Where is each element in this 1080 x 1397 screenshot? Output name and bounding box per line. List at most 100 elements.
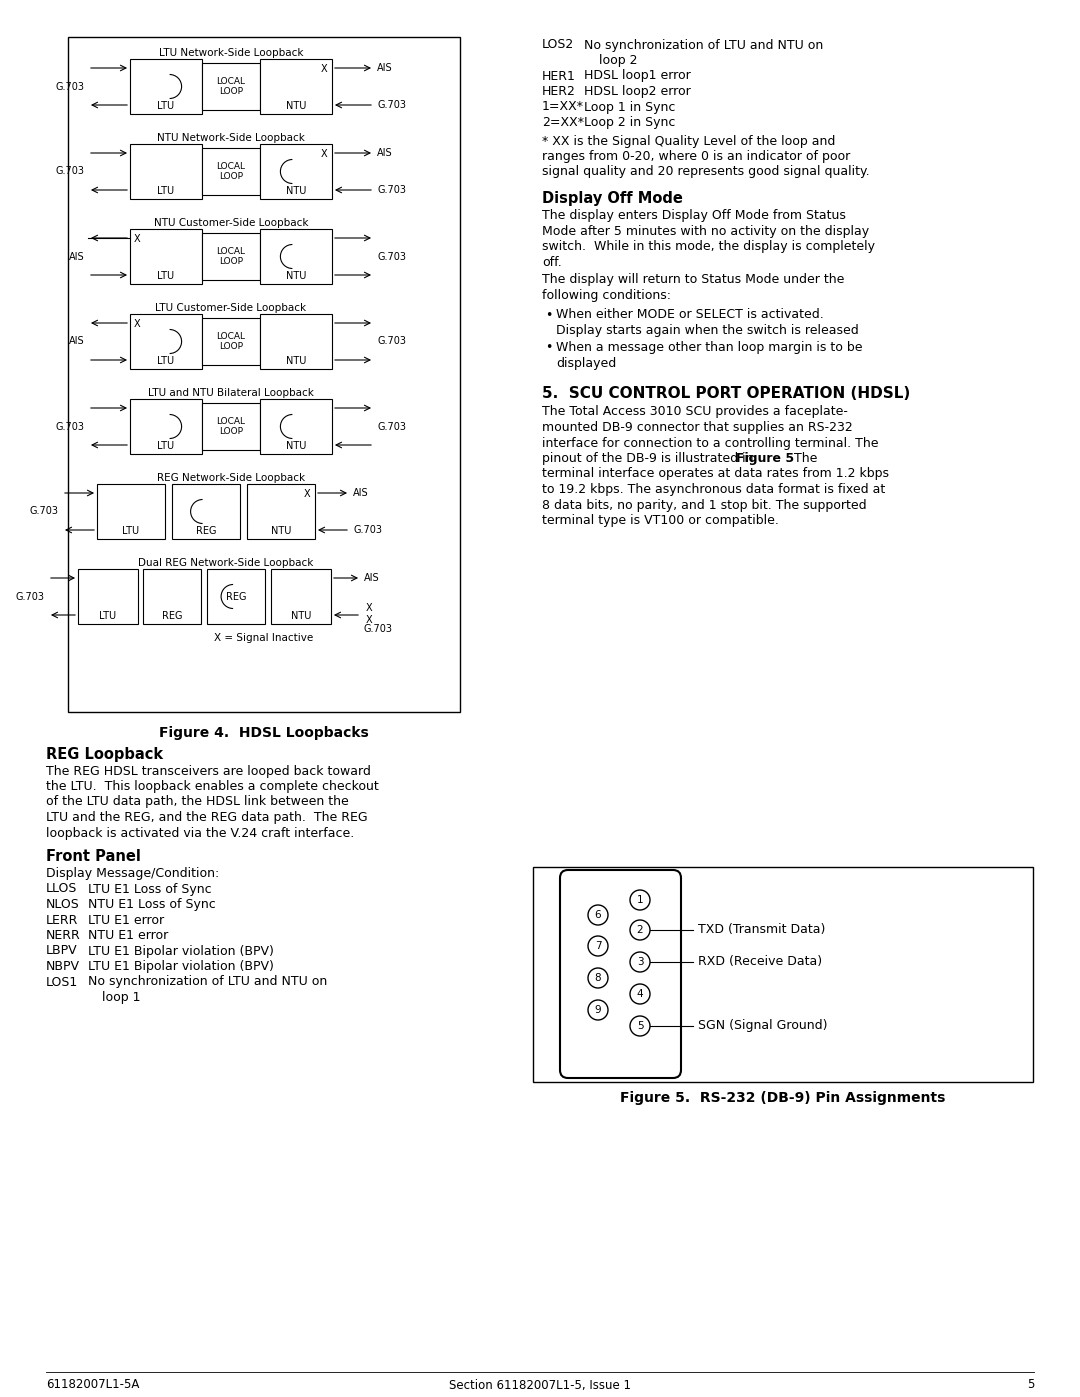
Bar	[260, 144, 332, 198]
Text: LERR: LERR	[46, 914, 79, 926]
Text: LTU: LTU	[158, 101, 175, 110]
Circle shape	[588, 1000, 608, 1020]
Text: 7: 7	[595, 942, 602, 951]
Text: Figure 5.  RS-232 (DB-9) Pin Assignments: Figure 5. RS-232 (DB-9) Pin Assignments	[620, 1091, 946, 1105]
Bar	[202, 233, 260, 279]
Text: Display Off Mode: Display Off Mode	[542, 191, 683, 205]
Circle shape	[588, 905, 608, 925]
Text: X: X	[303, 489, 310, 499]
Circle shape	[630, 951, 650, 972]
Text: of the LTU data path, the HDSL link between the: of the LTU data path, the HDSL link betw…	[46, 795, 349, 809]
Bar	[260, 229, 332, 284]
Text: NTU: NTU	[286, 101, 307, 110]
Bar	[207, 569, 265, 624]
Text: loop 2: loop 2	[599, 54, 637, 67]
Bar	[260, 400, 332, 454]
Text: SGN (Signal Ground): SGN (Signal Ground)	[698, 1020, 827, 1032]
Text: LOCAL: LOCAL	[216, 416, 245, 426]
Text: When a message other than loop margin is to be: When a message other than loop margin is…	[556, 341, 863, 355]
Text: G.703: G.703	[56, 166, 85, 176]
Text: ranges from 0-20, where 0 is an indicator of poor: ranges from 0-20, where 0 is an indicato…	[542, 149, 850, 163]
Text: AIS: AIS	[377, 63, 393, 73]
Text: G.703: G.703	[56, 81, 85, 91]
Text: LOS2: LOS2	[542, 39, 575, 52]
Text: LTU and NTU Bilateral Loopback: LTU and NTU Bilateral Loopback	[148, 388, 314, 398]
Text: LTU Customer-Side Loopback: LTU Customer-Side Loopback	[156, 303, 307, 313]
Text: 1: 1	[637, 895, 644, 905]
Bar	[202, 148, 260, 196]
Bar	[247, 483, 315, 539]
Text: REG: REG	[162, 610, 183, 622]
Text: LOCAL: LOCAL	[216, 247, 245, 256]
Text: The REG HDSL transceivers are looped back toward: The REG HDSL transceivers are looped bac…	[46, 764, 370, 778]
Bar	[143, 569, 201, 624]
Text: pinout of the DB-9 is illustrated in: pinout of the DB-9 is illustrated in	[542, 453, 757, 465]
Text: REG: REG	[195, 527, 216, 536]
Text: X: X	[134, 235, 140, 244]
FancyBboxPatch shape	[561, 870, 681, 1078]
Text: AIS: AIS	[69, 337, 85, 346]
Circle shape	[630, 1016, 650, 1037]
Circle shape	[588, 936, 608, 956]
Bar	[130, 229, 202, 284]
Text: •: •	[545, 309, 552, 321]
Text: Mode after 5 minutes with no activity on the display: Mode after 5 minutes with no activity on…	[542, 225, 869, 237]
Bar	[202, 319, 260, 365]
Text: LTU E1 Bipolar violation (BPV): LTU E1 Bipolar violation (BPV)	[87, 960, 274, 972]
Text: off.: off.	[542, 256, 562, 268]
Text: terminal interface operates at data rates from 1.2 kbps: terminal interface operates at data rate…	[542, 468, 889, 481]
Text: loopback is activated via the V.24 craft interface.: loopback is activated via the V.24 craft…	[46, 827, 354, 840]
Text: LTU: LTU	[158, 441, 175, 451]
Bar	[130, 314, 202, 369]
Text: NTU: NTU	[286, 356, 307, 366]
Text: LTU E1 Loss of Sync: LTU E1 Loss of Sync	[87, 883, 212, 895]
Bar	[130, 400, 202, 454]
Text: 8 data bits, no parity, and 1 stop bit. The supported: 8 data bits, no parity, and 1 stop bit. …	[542, 499, 866, 511]
Text: 2=XX*: 2=XX*	[542, 116, 584, 129]
Text: G.703: G.703	[377, 251, 406, 261]
Text: NTU Customer-Side Loopback: NTU Customer-Side Loopback	[153, 218, 308, 228]
Text: X: X	[134, 319, 140, 330]
Bar	[172, 483, 240, 539]
Bar	[202, 63, 260, 110]
Text: X: X	[321, 64, 327, 74]
Text: displayed: displayed	[556, 358, 617, 370]
Circle shape	[630, 890, 650, 909]
Text: loop 1: loop 1	[102, 990, 140, 1004]
Text: LOOP: LOOP	[219, 87, 243, 96]
Text: LBPV: LBPV	[46, 944, 78, 957]
Text: LTU: LTU	[158, 186, 175, 196]
Text: G.703: G.703	[377, 422, 406, 432]
Text: G.703: G.703	[364, 624, 393, 634]
Text: LTU E1 Bipolar violation (BPV): LTU E1 Bipolar violation (BPV)	[87, 944, 274, 957]
Text: X: X	[366, 604, 373, 613]
Text: When either MODE or SELECT is activated.: When either MODE or SELECT is activated.	[556, 309, 824, 321]
Text: G.703: G.703	[56, 422, 85, 432]
Text: AIS: AIS	[353, 488, 368, 497]
Bar	[271, 569, 330, 624]
Text: Display starts again when the switch is released: Display starts again when the switch is …	[556, 324, 859, 337]
Text: AIS: AIS	[364, 573, 380, 583]
Text: 1=XX*: 1=XX*	[542, 101, 584, 113]
Text: 4: 4	[637, 989, 644, 999]
Text: NTU E1 error: NTU E1 error	[87, 929, 168, 942]
Text: LOCAL: LOCAL	[216, 332, 245, 341]
Text: The Total Access 3010 SCU provides a faceplate-: The Total Access 3010 SCU provides a fac…	[542, 405, 848, 419]
Text: RXD (Receive Data): RXD (Receive Data)	[698, 956, 822, 968]
Text: X: X	[366, 615, 373, 624]
Text: NTU: NTU	[286, 441, 307, 451]
Text: LOOP: LOOP	[219, 172, 243, 182]
Text: LOCAL: LOCAL	[216, 162, 245, 170]
Text: Loop 1 in Sync: Loop 1 in Sync	[584, 101, 675, 113]
Bar	[130, 144, 202, 198]
Text: HER2: HER2	[542, 85, 576, 98]
Text: NLOS: NLOS	[46, 898, 80, 911]
Text: REG: REG	[226, 591, 246, 602]
Text: NTU Network-Side Loopback: NTU Network-Side Loopback	[157, 133, 305, 142]
Text: Section 61182007L1-5, Issue 1: Section 61182007L1-5, Issue 1	[449, 1379, 631, 1391]
Text: G.703: G.703	[377, 337, 406, 346]
Text: LOCAL: LOCAL	[216, 77, 245, 87]
Bar	[260, 59, 332, 115]
Text: Front Panel: Front Panel	[46, 849, 140, 863]
Circle shape	[630, 921, 650, 940]
